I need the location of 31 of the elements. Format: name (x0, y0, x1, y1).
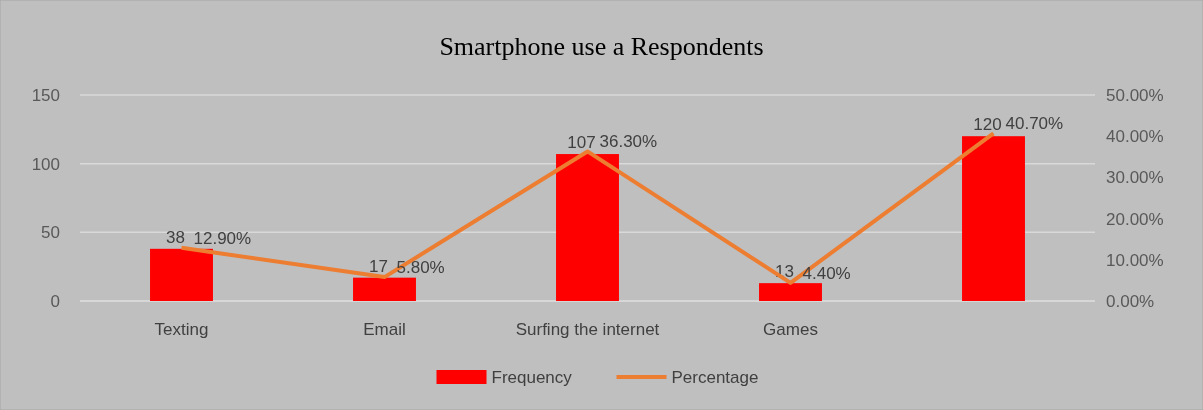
bar (556, 154, 619, 301)
chart-title: Smartphone use a Respondents (439, 32, 764, 61)
y-tick-label: 50 (41, 223, 60, 243)
y-tick-label: 100 (31, 154, 60, 174)
data-label: 36.30% (599, 132, 658, 152)
y2-tick-label: 0.00% (1106, 292, 1155, 311)
y-tick-label: 150 (31, 86, 60, 105)
y2-tick-label: 50.00% (1106, 86, 1164, 105)
legend-label: Percentage (671, 368, 759, 387)
data-label: 38 (166, 227, 185, 247)
y2-tick-label: 30.00% (1106, 168, 1164, 188)
x-tick-label: Email (363, 320, 406, 339)
data-label: 5.80% (396, 258, 445, 278)
data-label: 40.70% (1005, 114, 1064, 134)
x-tick-label: Games (763, 320, 818, 339)
data-label: 17 (369, 256, 388, 276)
y-tick-label: 0 (50, 292, 60, 311)
data-label: 4.40% (802, 263, 851, 283)
y2-tick-label: 20.00% (1106, 209, 1164, 229)
data-label: 12.90% (193, 228, 252, 248)
x-tick-label: Surfing the internet (515, 320, 660, 339)
bar (353, 277, 416, 301)
x-tick-label: Texting (154, 320, 209, 339)
y2-tick-label: 40.00% (1106, 127, 1164, 147)
bar (759, 283, 822, 301)
y2-tick-label: 10.00% (1106, 250, 1164, 270)
legend-label: Frequency (491, 368, 573, 387)
data-label: 107 (567, 133, 596, 153)
bar (150, 248, 213, 301)
bar (962, 136, 1025, 301)
data-label: 120 (973, 115, 1002, 135)
